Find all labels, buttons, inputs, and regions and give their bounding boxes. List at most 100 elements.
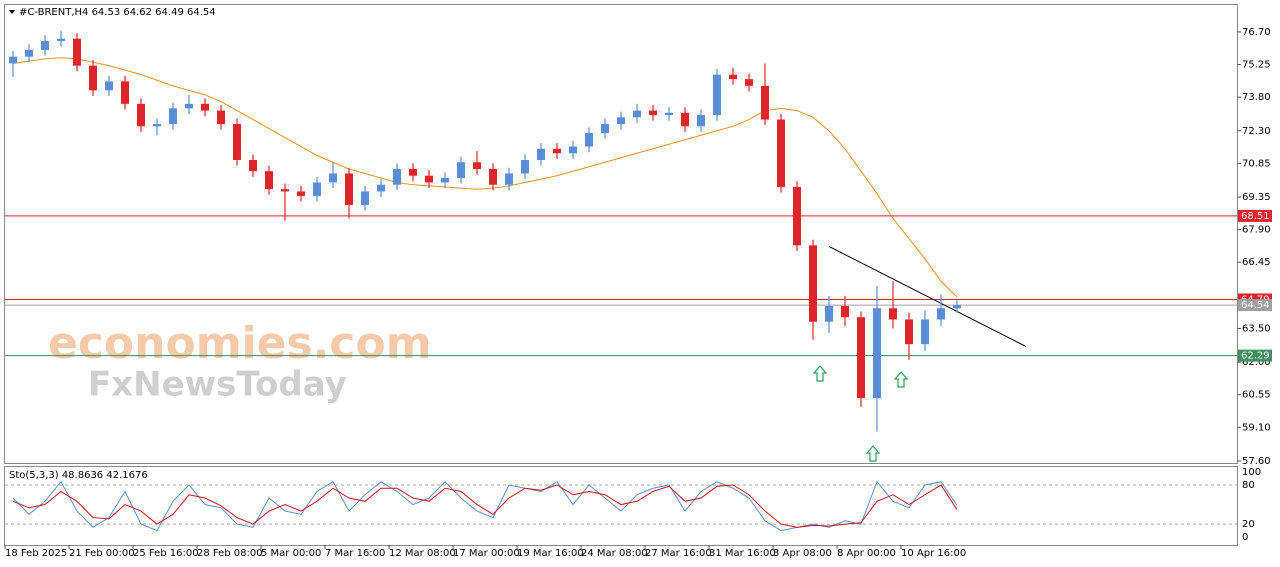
candle-body <box>201 103 209 111</box>
moving-average <box>12 57 958 298</box>
candle-body <box>553 148 561 154</box>
x-tick-label: 28 Feb 08:00 <box>197 548 263 559</box>
candle-body <box>361 191 369 205</box>
candle-body <box>281 189 289 192</box>
candle-body <box>601 124 609 134</box>
price-panel <box>4 4 1238 464</box>
x-tick-label: 8 Apr 00:00 <box>837 548 896 559</box>
candle-body <box>185 103 193 109</box>
candle-body <box>649 110 657 116</box>
y-tick-label: 0 <box>1242 532 1248 543</box>
x-tick-label: 5 Mar 00:00 <box>261 548 321 559</box>
candle-body <box>329 173 337 183</box>
y-tick-label: 62.00 <box>1242 357 1271 368</box>
level-label: 62.29 <box>1241 351 1270 362</box>
y-tick-label: 76.70 <box>1242 27 1271 38</box>
candle-body <box>489 168 497 185</box>
candle-body <box>137 103 145 127</box>
candle-body <box>297 191 305 196</box>
candle-body <box>345 173 353 205</box>
candle-body <box>57 38 65 41</box>
candle-body <box>441 177 449 183</box>
x-tick-label: 25 Feb 16:00 <box>133 548 199 559</box>
x-tick-label: 21 Feb 00:00 <box>69 548 135 559</box>
candle-body <box>905 319 913 345</box>
candle-body <box>249 159 257 172</box>
y-tick-label: 70.85 <box>1242 158 1271 169</box>
candle-body <box>729 74 737 80</box>
candle-body <box>777 119 785 187</box>
y-tick-label: 60.55 <box>1242 390 1271 401</box>
candle-body <box>233 124 241 160</box>
x-tick-label: 17 Mar 00:00 <box>453 548 520 559</box>
y-tick-label: 66.45 <box>1242 257 1271 268</box>
y-tick-label: 100 <box>1242 467 1261 478</box>
level-label: 68.51 <box>1241 211 1270 222</box>
x-tick-label: 3 Apr 08:00 <box>773 548 832 559</box>
x-tick-label: 10 Apr 16:00 <box>901 548 966 559</box>
candle-body <box>473 162 481 169</box>
candle-body <box>217 110 225 125</box>
level-label-box <box>1238 209 1272 222</box>
candle-body <box>921 319 929 345</box>
y-tick-label: 59.10 <box>1242 422 1271 433</box>
candle-body <box>889 308 897 320</box>
candle-body <box>681 112 689 127</box>
candle-body <box>25 49 33 57</box>
x-tick-label: 7 Mar 16:00 <box>325 548 385 559</box>
y-tick-label: 73.80 <box>1242 92 1271 103</box>
candle-body <box>665 112 673 116</box>
candle-body <box>825 305 833 322</box>
candle-body <box>377 184 385 192</box>
y-tick-label: 20 <box>1242 519 1255 530</box>
menu-triangle[interactable] <box>9 10 15 14</box>
candle-body <box>105 81 113 91</box>
x-tick-label: 12 Mar 08:00 <box>389 548 456 559</box>
up-arrow <box>893 371 909 388</box>
y-tick-label: 69.35 <box>1242 192 1271 203</box>
candle-body <box>953 305 961 309</box>
x-tick-label: 27 Mar 16:00 <box>645 548 712 559</box>
candle-body <box>585 133 593 147</box>
x-tick-label: 24 Mar 08:00 <box>581 548 648 559</box>
stochastic-line <box>12 484 958 528</box>
x-tick-label: 19 Mar 16:00 <box>517 548 584 559</box>
candle-body <box>617 117 625 125</box>
indicator-panel <box>4 466 1238 546</box>
candle-body <box>505 173 513 185</box>
candle-body <box>841 305 849 318</box>
watermark: FxNewsToday <box>88 365 347 405</box>
candle-body <box>41 40 49 50</box>
chart-title: #C-BRENT,H4 64.53 64.62 64.49 64.54 <box>19 7 216 18</box>
candle-body <box>857 317 865 399</box>
x-tick-label: 31 Mar 16:00 <box>709 548 776 559</box>
candle-body <box>697 115 705 127</box>
candle-body <box>809 245 817 322</box>
level-label: 64.54 <box>1241 300 1270 311</box>
candle-body <box>521 159 529 174</box>
candle-body <box>265 171 273 190</box>
candle-body <box>89 65 97 91</box>
candle-body <box>937 308 945 320</box>
y-tick-label: 63.50 <box>1242 323 1271 334</box>
candle-body <box>153 124 161 127</box>
candle-body <box>393 168 401 185</box>
candle-body <box>633 110 641 118</box>
y-tick-label: 72.30 <box>1242 126 1271 137</box>
up-arrow <box>812 365 828 382</box>
x-tick-label: 18 Feb 2025 <box>5 548 67 559</box>
y-tick-label: 57.60 <box>1242 456 1271 467</box>
trendline <box>828 246 1027 347</box>
candle-body <box>569 146 577 154</box>
level-label-box <box>1238 299 1272 312</box>
candle-body <box>761 85 769 120</box>
candle-body <box>713 74 721 116</box>
candle-body <box>169 108 177 125</box>
y-tick-label: 67.90 <box>1242 225 1271 236</box>
level-label-box <box>1238 349 1272 362</box>
candle-body <box>313 182 321 196</box>
candle-body <box>873 308 881 399</box>
candle-body <box>793 186 801 246</box>
